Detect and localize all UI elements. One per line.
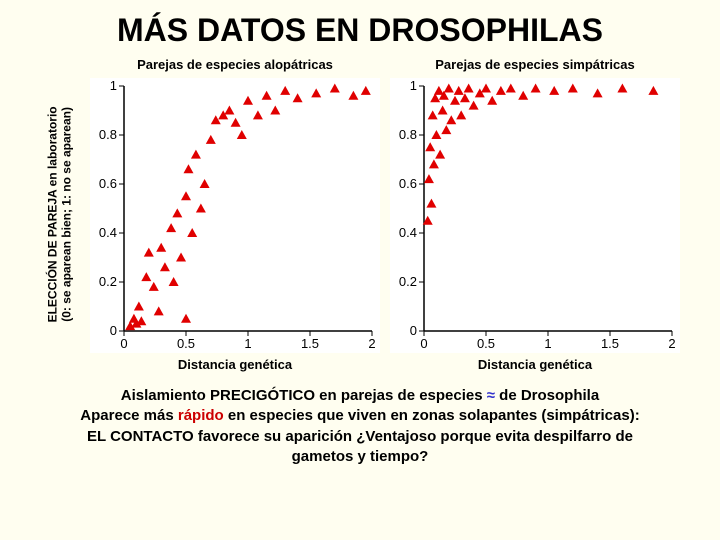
svg-text:0: 0 [420,336,427,351]
bottom-caption: Aislamiento PRECIGÓTICO en parejas de es… [0,386,720,467]
caption-l3: EL CONTACTO favorece su aparición ¿Venta… [87,428,633,445]
slide-title: MÁS DATOS EN DROSOPHILAS [0,0,720,57]
svg-text:0.5: 0.5 [177,336,195,351]
caption-l2b: rápido [178,407,224,424]
right-x-label: Distancia genética [478,357,592,372]
svg-text:0.8: 0.8 [399,127,417,142]
caption-l1a: Aislamiento PRECIGÓTICO en parejas de es… [121,387,487,404]
svg-text:0: 0 [120,336,127,351]
svg-text:0: 0 [110,323,117,338]
left-scatter-plot: 0 0.2 0.4 0.6 0.8 1 0 0.5 1 1.5 2 [90,78,380,353]
svg-text:1.5: 1.5 [301,336,319,351]
svg-text:1: 1 [544,336,551,351]
chart-row: ELECCIÓN DE PAREJA en laboratorio (0: se… [0,57,720,372]
left-chart-title: Parejas de especies alopátricas [137,57,333,72]
svg-text:1: 1 [110,78,117,93]
svg-text:0.8: 0.8 [99,127,117,142]
svg-text:2: 2 [368,336,375,351]
svg-text:1: 1 [244,336,251,351]
svg-text:2: 2 [668,336,675,351]
caption-l1b: ≈ [487,387,499,404]
left-chart-column: Parejas de especies alopátricas 00.20.40… [90,57,380,372]
right-chart-title: Parejas de especies simpátricas [435,57,634,72]
y-axis-label: ELECCIÓN DE PAREJA en laboratorio (0: se… [46,106,75,322]
svg-text:0.2: 0.2 [99,274,117,289]
caption-l4: gametos y tiempo? [292,448,429,465]
left-x-label: Distancia genética [178,357,292,372]
svg-text:1.5: 1.5 [601,336,619,351]
svg-text:0.6: 0.6 [99,176,117,191]
svg-text:0.6: 0.6 [399,176,417,191]
right-chart-column: Parejas de especies simpátricas 00.20.40… [390,57,680,372]
svg-text:1: 1 [410,78,417,93]
svg-text:0.5: 0.5 [477,336,495,351]
svg-text:0.4: 0.4 [99,225,117,240]
y-axis-label-wrap: ELECCIÓN DE PAREJA en laboratorio (0: se… [40,57,80,372]
right-scatter-plot: 0 0.2 0.4 0.6 0.8 1 0 0.5 1 1.5 2 [390,78,680,353]
svg-text:0.4: 0.4 [399,225,417,240]
caption-l1c: de Drosophila [499,387,599,404]
caption-l2c: en especies que viven en zonas solapante… [224,407,640,424]
y-axis-label-line1: ELECCIÓN DE PAREJA en laboratorio [46,106,60,322]
y-axis-label-line2: (0: se aparean bien; 1: no se aparean) [60,107,74,322]
svg-text:0.2: 0.2 [399,274,417,289]
svg-text:0: 0 [410,323,417,338]
caption-l2a: Aparece más [80,407,178,424]
